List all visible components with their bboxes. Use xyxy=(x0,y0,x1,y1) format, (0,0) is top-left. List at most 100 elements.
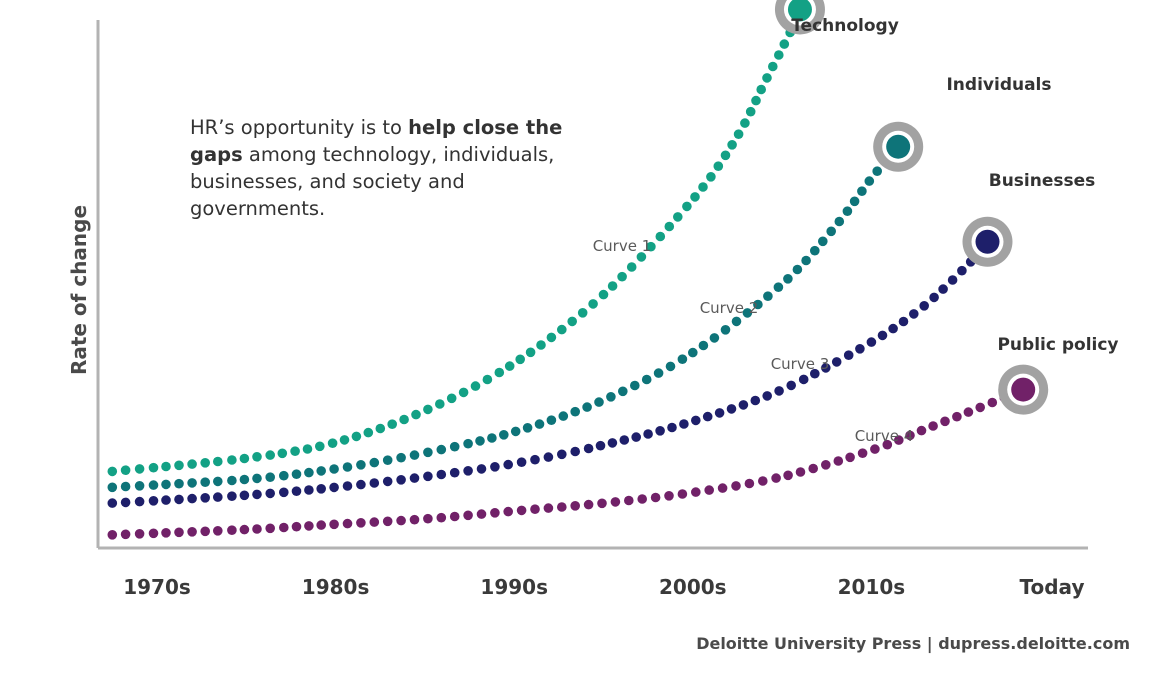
series-dot xyxy=(200,458,210,468)
series-dot xyxy=(304,521,314,531)
series-dot xyxy=(783,470,793,481)
series-dot xyxy=(487,433,497,443)
x-tick-2000s: 2000s xyxy=(659,575,727,599)
series-dot xyxy=(655,231,666,242)
series-dot xyxy=(187,527,197,537)
series-dot xyxy=(763,291,773,302)
series-dot xyxy=(187,459,197,469)
series-dot xyxy=(213,456,223,467)
series-dot xyxy=(783,274,793,284)
end-marker-core xyxy=(1011,377,1036,402)
series-dot xyxy=(909,309,919,319)
series-dot xyxy=(607,281,618,291)
series-dot xyxy=(957,265,967,276)
series-dot xyxy=(503,459,513,470)
series-dot xyxy=(916,425,927,436)
series-dot xyxy=(252,524,262,534)
series-dot xyxy=(636,252,647,262)
series-dot xyxy=(536,340,546,350)
series-dot xyxy=(963,407,974,417)
series-dot xyxy=(302,444,313,454)
series-dot xyxy=(938,284,948,294)
series-businesses: Businesses Curve 3 xyxy=(107,171,1096,508)
series-dot xyxy=(107,466,118,477)
series-dot xyxy=(239,453,250,464)
series-dot xyxy=(618,386,628,397)
x-tick-1980s: 1980s xyxy=(302,575,370,599)
series-dot xyxy=(252,489,262,500)
series-dot xyxy=(148,528,159,539)
series-dot xyxy=(476,464,487,474)
curve-label-2: Curve 2 xyxy=(700,299,759,317)
x-tick-1970s: 1970s xyxy=(123,575,191,599)
series-dot xyxy=(733,129,744,139)
series-dot xyxy=(588,299,598,309)
series-dot xyxy=(626,262,637,272)
series-dot xyxy=(577,308,588,318)
series-dot xyxy=(750,395,761,406)
series-dot xyxy=(458,387,469,398)
series-dot xyxy=(682,201,692,212)
series-dot xyxy=(751,95,761,106)
series-dot xyxy=(720,325,731,335)
series-technology: Technology Curve 1 xyxy=(107,0,899,477)
series-dot xyxy=(316,466,327,476)
series-dot xyxy=(213,492,223,502)
series-dot xyxy=(227,525,237,535)
series-label-businesses: Businesses xyxy=(989,171,1096,191)
series-dot xyxy=(120,497,131,508)
series-dot xyxy=(463,510,473,521)
series-dot xyxy=(768,61,778,72)
series-dot xyxy=(435,399,445,409)
series-dot xyxy=(499,430,509,440)
series-dot xyxy=(774,386,784,396)
series-dot xyxy=(356,518,366,528)
series-dot xyxy=(742,308,753,318)
x-tick-today: Today xyxy=(1020,575,1085,599)
series-dot xyxy=(872,166,882,176)
series-dot xyxy=(134,496,145,507)
series-dot xyxy=(738,400,749,410)
series-dot xyxy=(423,471,433,482)
series-dot xyxy=(557,324,567,335)
series-dot xyxy=(702,411,713,422)
series-dot xyxy=(631,432,641,442)
series-dot xyxy=(826,226,836,237)
series-dot xyxy=(200,526,210,537)
series-dot xyxy=(698,182,708,192)
series-dot xyxy=(409,514,420,525)
series-dot xyxy=(522,423,533,433)
series-dot xyxy=(510,426,521,437)
series-dot xyxy=(774,50,784,60)
series-dot xyxy=(174,494,184,505)
series-dot xyxy=(557,449,567,460)
series-dot xyxy=(161,495,171,505)
series-dot xyxy=(975,402,985,413)
series-dot xyxy=(810,368,820,379)
series-dot xyxy=(265,450,276,460)
series-dot xyxy=(558,411,569,421)
series-dot xyxy=(546,415,557,426)
series-dot xyxy=(409,473,420,483)
series-dot xyxy=(756,84,766,95)
curve-label-4: Curve 4 xyxy=(855,427,914,445)
series-dot xyxy=(845,452,855,463)
series-dot xyxy=(753,299,763,310)
series-dot xyxy=(252,452,262,462)
series-dot xyxy=(849,196,860,207)
series-dot xyxy=(279,470,289,481)
series-dot xyxy=(327,438,338,449)
series-dot xyxy=(928,421,938,431)
series-dot xyxy=(369,517,380,527)
series-dot xyxy=(870,444,880,454)
series-dot xyxy=(543,452,554,462)
series-dot xyxy=(866,337,877,347)
series-dot xyxy=(265,472,276,483)
series-dot xyxy=(677,489,688,499)
series-dot xyxy=(227,475,237,486)
annotation-text: HR’s opportunity is to help close the ga… xyxy=(190,116,563,220)
series-dot xyxy=(698,340,709,351)
series-dot xyxy=(843,350,854,361)
series-dot xyxy=(342,481,353,491)
